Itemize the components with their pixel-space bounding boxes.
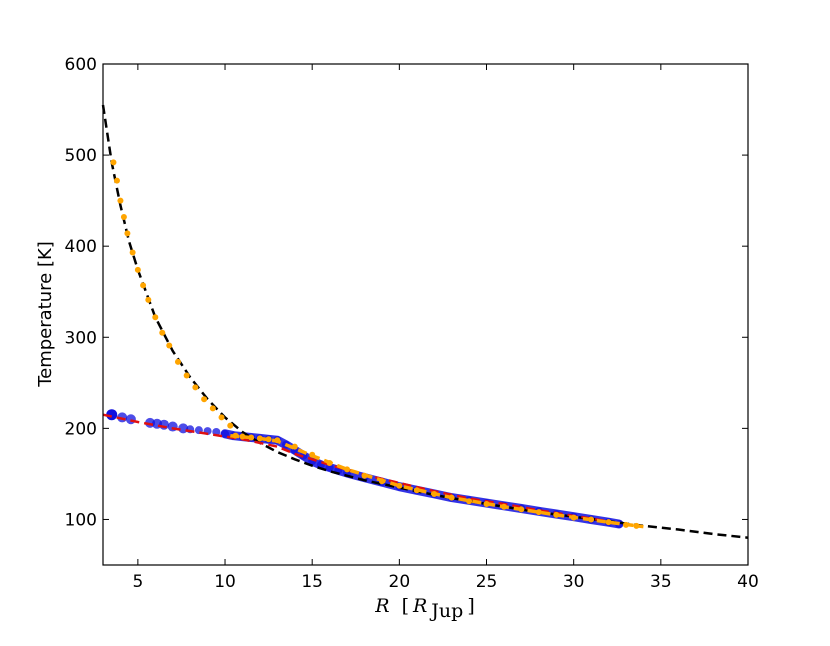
series-orange-point [553,511,560,518]
series-orange-point [500,503,507,510]
plot-area [103,64,748,565]
series-orange-point [201,396,208,403]
x-tick-label: 15 [301,572,323,592]
series-orange-point [145,296,152,303]
y-tick-label: 100 [65,510,97,530]
series-orange-point [326,459,333,466]
series-orange-point [120,214,127,221]
x-tick-label: 40 [737,572,759,592]
series-orange-point [239,433,246,440]
series-orange-point [518,506,525,513]
series-orange-point [140,282,147,289]
series-orange-point [309,451,316,458]
series-orange-point [183,372,190,379]
series-orange-point [291,443,298,450]
y-tick-label: 300 [65,328,97,348]
series-orange-point [483,500,490,507]
series-orange-point [209,405,216,412]
x-tick-label: 10 [214,572,236,592]
x-tick-label: 25 [476,572,498,592]
series-layer [101,104,749,539]
y-tick-label: 200 [65,419,97,439]
series-orange-point [633,522,640,529]
series-orange-point [448,494,455,501]
series-orange-point [274,437,281,444]
series-orange-point [431,490,438,497]
series-orange-point [256,435,263,442]
x-axis-label-subscript: Jup [429,600,463,622]
series-orange-point [166,342,173,349]
y-tick-label: 600 [65,55,97,75]
series-blue-point [106,409,118,421]
series-orange-point [227,422,234,429]
y-tick-label: 500 [65,146,97,166]
series-orange-point [570,514,577,521]
series-orange-point [588,516,595,523]
series-orange-point [124,230,131,237]
x-axis: 5 10 15 20 25 30 35 40 [132,64,759,592]
series-orange-point [152,314,159,321]
series-orange-point [535,509,542,516]
series-blue-point [159,419,170,430]
series-blue-point [221,429,230,438]
series-orange-point [466,498,473,505]
series-orange-point [113,177,120,184]
x-tick-label: 30 [563,572,585,592]
series-orange-point [378,478,385,485]
x-tick-label: 35 [650,572,672,592]
y-tick-label: 400 [65,237,97,257]
series-orange-point [265,436,272,443]
series-orange-point [248,434,255,441]
series-orange-point [622,521,629,528]
series-orange-point [413,487,420,494]
y-axis: 100 200 300 400 500 600 [65,55,748,530]
x-axis-label: R [ R Jup ] [374,595,475,622]
series-blue-point [325,463,334,472]
series-orange-point [344,466,351,473]
series-orange-point [192,384,199,391]
series-orange-point [361,472,368,479]
x-tick-label: 5 [132,572,143,592]
x-axis-label-bracket-close: ] [467,595,474,617]
plot-frame [102,63,749,566]
series-orange-point [396,482,403,489]
series-orange-point [159,329,166,336]
x-axis-label-bracket-open: [ [402,595,409,617]
series-orange-point [605,519,612,526]
series-blue-point [125,414,136,425]
series-orange-point [129,249,136,256]
series-orange-point [174,358,181,365]
x-axis-label-var: R [374,595,389,617]
series-orange-point [218,414,225,421]
x-tick-label: 20 [389,572,411,592]
series-orange-point [134,266,141,273]
x-axis-label-unit: R [412,595,427,617]
series-orange-point [110,159,117,166]
series-orange-point [117,197,124,204]
series-orange-point [232,432,239,439]
y-axis-label: Temperature [K] [35,241,56,388]
